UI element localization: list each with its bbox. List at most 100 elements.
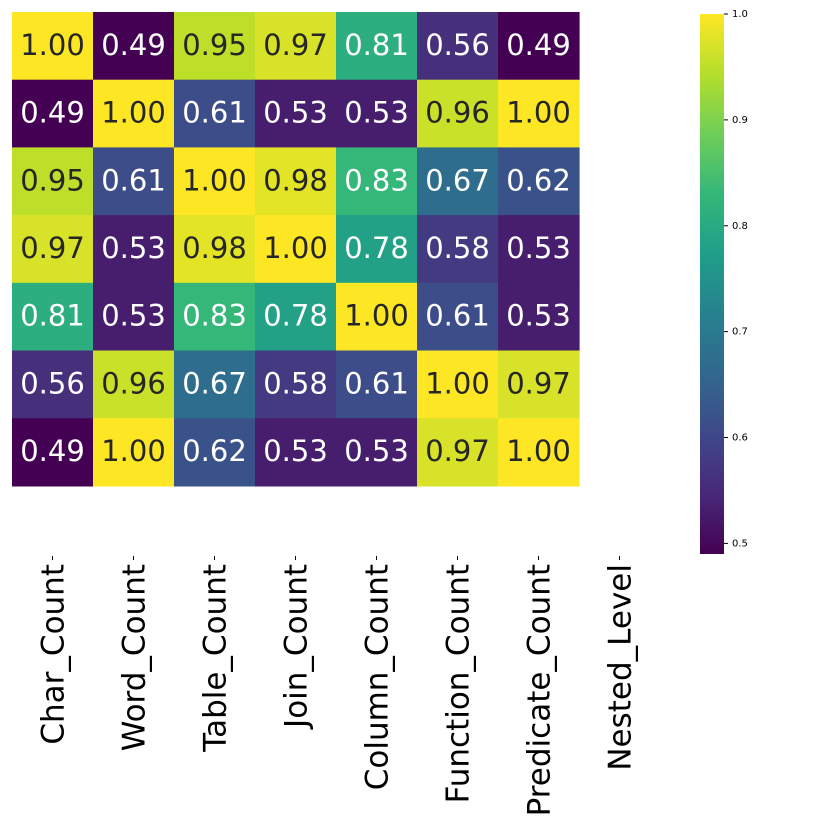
heatmap-cell-r6-c3 — [255, 418, 337, 487]
heatmap-cell-label-r2-c0: 0.95 — [20, 163, 85, 197]
heatmap-cell-label-r2-c2: 1.00 — [182, 163, 247, 197]
heatmap-cell-label-r0-c5: 0.56 — [425, 28, 490, 62]
heatmap-cell-r4-c4 — [336, 282, 418, 352]
heatmap-cell-r5-c0 — [12, 350, 94, 419]
heatmap-cell-label-r6-c1: 1.00 — [101, 434, 166, 468]
heatmap-cell-r3-c6 — [498, 215, 580, 284]
heatmap-cell-r0-c1 — [93, 12, 175, 81]
heatmap-cell-r1-c2 — [174, 79, 256, 148]
heatmap-cell-r6-c4 — [336, 418, 418, 487]
heatmap-cell-r4-c2 — [174, 282, 256, 352]
heatmap-cell-label-r3-c6: 0.53 — [506, 231, 571, 265]
heatmap-cell-r5-c4 — [336, 350, 418, 419]
heatmap-cell-label-r2-c4: 0.83 — [344, 163, 409, 197]
heatmap-cell-r1-c0 — [12, 79, 94, 148]
x-tick-label-0: Char_Count — [36, 564, 72, 745]
heatmap-cell-r5-c5 — [417, 350, 499, 419]
heatmap-cell-r5-c3 — [255, 350, 337, 419]
heatmap-cell-label-r0-c6: 0.49 — [506, 28, 571, 62]
heatmap-cell-r3-c5 — [417, 215, 499, 284]
heatmap-cell-label-r4-c2: 0.83 — [182, 299, 247, 333]
x-tick-label-3: Join_Count — [279, 564, 315, 730]
heatmap-cell-r3-c0 — [12, 215, 94, 284]
heatmap-cell-label-r1-c0: 0.49 — [20, 96, 85, 130]
heatmap-cell-label-r1-c3: 0.53 — [263, 96, 328, 130]
x-tick-label-2: Table_Count — [198, 564, 234, 753]
heatmap-cell-r2-c3 — [255, 147, 337, 216]
heatmap-cell-r6-c0 — [12, 418, 94, 487]
heatmap-cell-r2-c4 — [336, 147, 418, 216]
heatmap-cell-r0-c5 — [417, 12, 499, 81]
heatmap-cell-label-r6-c6: 1.00 — [506, 434, 571, 468]
x-tick-label-5: Function_Count — [441, 564, 477, 803]
heatmap-cell-r3-c3 — [255, 215, 337, 284]
heatmap-cell-label-r0-c4: 0.81 — [344, 28, 409, 62]
heatmap-cell-r6-c6 — [498, 418, 580, 487]
colorbar-tick-label-2: 0.7 — [732, 327, 748, 338]
heatmap-cell-label-r0-c3: 0.97 — [263, 28, 328, 62]
colorbar-tick-label-4: 0.9 — [732, 115, 748, 126]
heatmap-cell-label-r5-c3: 0.58 — [263, 366, 328, 400]
heatmap-cell-r5-c6 — [498, 350, 580, 419]
heatmap-cell-r6-c5 — [417, 418, 499, 487]
heatmap-cell-label-r0-c2: 0.95 — [182, 28, 247, 62]
heatmap-cell-label-r0-c0: 1.00 — [20, 28, 85, 62]
heatmap-cell-label-r1-c1: 1.00 — [101, 96, 166, 130]
colorbar-gradient — [700, 14, 724, 554]
x-tick-label-6: Predicate_Count — [522, 564, 558, 816]
heatmap-cell-r0-c0 — [12, 12, 94, 81]
x-tick-label-7: Nested_Level — [603, 564, 639, 771]
heatmap-cell-label-r1-c5: 0.96 — [425, 96, 490, 130]
heatmap-cell-label-r4-c0: 0.81 — [20, 299, 85, 333]
heatmap-cell-label-r5-c2: 0.67 — [182, 366, 247, 400]
x-tick-label-4: Column_Count — [360, 564, 396, 790]
heatmap-cell-label-r5-c6: 0.97 — [506, 366, 571, 400]
heatmap-cell-r5-c1 — [93, 350, 175, 419]
heatmap-cell-label-r0-c1: 0.49 — [101, 28, 166, 62]
heatmap-cell-label-r4-c1: 0.53 — [101, 299, 166, 333]
heatmap-cell-r2-c1 — [93, 147, 175, 216]
heatmap-cell-r2-c6 — [498, 147, 580, 216]
colorbar-tick-label-1: 0.6 — [732, 433, 748, 444]
heatmap-cell-label-r3-c5: 0.58 — [425, 231, 490, 265]
heatmap-cell-r1-c6 — [498, 79, 580, 148]
heatmap-cell-r6-c1 — [93, 418, 175, 487]
heatmap-cell-labels: 1.00 0.49 0.95 0.97 0.81 0.56 0.49 0.49 1.00 0.61… — [20, 28, 571, 468]
colorbar-tick-label-0: 0.5 — [732, 538, 748, 549]
heatmap-cell-label-r6-c2: 0.62 — [182, 434, 247, 468]
heatmap-cell-label-r1-c6: 1.00 — [506, 96, 571, 130]
colorbar-tick-label-5: 1.0 — [732, 9, 748, 20]
heatmap-cell-label-r5-c0: 0.56 — [20, 366, 85, 400]
heatmap-cell-r6-c2 — [174, 418, 256, 487]
heatmap-cells — [12, 12, 580, 487]
heatmap-cell-label-r6-c0: 0.49 — [20, 434, 85, 468]
heatmap-cell-label-r4-c4: 1.00 — [344, 299, 409, 333]
heatmap-cell-r5-c2 — [174, 350, 256, 419]
heatmap-cell-label-r6-c4: 0.53 — [344, 434, 409, 468]
x-axis: Char_Count Word_Count Table_Count Join_Coun… — [36, 556, 639, 816]
heatmap-cell-r3-c2 — [174, 215, 256, 284]
heatmap-cell-r0-c2 — [174, 12, 256, 81]
heatmap-cell-label-r3-c2: 0.98 — [182, 231, 247, 265]
heatmap-cell-label-r6-c5: 0.97 — [425, 434, 490, 468]
heatmap-cell-label-r1-c4: 0.53 — [344, 96, 409, 130]
heatmap-cell-label-r4-c3: 0.78 — [263, 299, 328, 333]
heatmap-cell-r0-c4 — [336, 12, 418, 81]
heatmap-cell-r4-c3 — [255, 282, 337, 352]
heatmap-cell-r2-c0 — [12, 147, 94, 216]
heatmap-cell-label-r3-c3: 1.00 — [263, 231, 328, 265]
colorbar: 0.5 0.6 0.7 0.8 0.9 1.0 — [700, 9, 748, 554]
heatmap-cell-label-r4-c6: 0.53 — [506, 299, 571, 333]
x-tick-label-1: Word_Count — [117, 564, 153, 751]
heatmap-cell-label-r3-c1: 0.53 — [101, 231, 166, 265]
heatmap-cell-label-r5-c1: 0.96 — [101, 366, 166, 400]
heatmap-cell-label-r2-c5: 0.67 — [425, 163, 490, 197]
heatmap-cell-r4-c1 — [93, 282, 175, 352]
heatmap-cell-r2-c2 — [174, 147, 256, 216]
heatmap-cell-r4-c0 — [12, 282, 94, 352]
heatmap-cell-label-r5-c4: 0.61 — [344, 366, 409, 400]
heatmap-cell-label-r5-c5: 1.00 — [425, 366, 490, 400]
heatmap-cell-r1-c3 — [255, 79, 337, 148]
